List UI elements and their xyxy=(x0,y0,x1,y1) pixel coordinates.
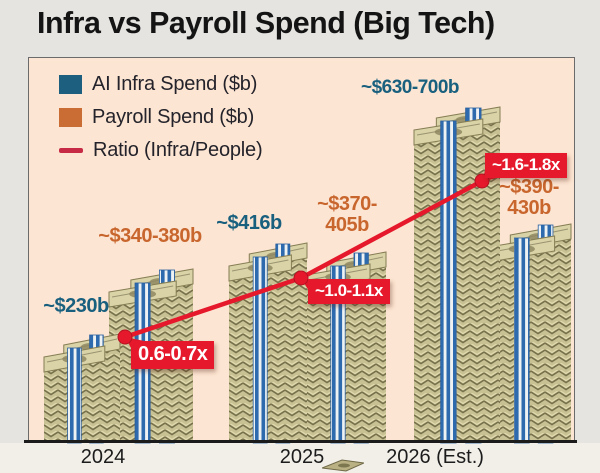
legend-item-ratio: Ratio (Infra/People) xyxy=(59,134,263,167)
page-title: Infra vs Payroll Spend (Big Tech) xyxy=(37,5,495,40)
x-axis-label-2025: 2025 xyxy=(279,446,325,468)
ratio-label-2024: 0.6-0.7x xyxy=(131,341,215,369)
legend: AI Infra Spend ($b) Payroll Spend ($b) R… xyxy=(59,68,263,167)
legend-item-infra: AI Infra Spend ($b) xyxy=(59,68,262,101)
legend-label: AI Infra Spend ($b) xyxy=(92,73,258,95)
ratio-dash-icon xyxy=(59,148,83,153)
ratio-label-2025: ~1.0-1.1x xyxy=(308,279,390,304)
legend-item-payroll: Payroll Spend ($b) xyxy=(59,101,262,134)
x-axis-label-2026: 2026 (Est.) xyxy=(386,446,484,468)
legend-label: Ratio (Infra/People) xyxy=(93,139,263,161)
infra-swatch-icon xyxy=(59,75,82,94)
falling-banknote-icon xyxy=(322,459,364,472)
infra-money-stack-2024 xyxy=(43,333,121,444)
payroll-swatch-icon xyxy=(59,108,82,127)
legend-label: Payroll Spend ($b) xyxy=(92,106,255,128)
payroll-money-stack-2026 xyxy=(488,223,572,444)
x-axis-line xyxy=(24,440,577,443)
x-axis-label-2024: 2024 xyxy=(80,446,126,468)
infra-money-stack-2025 xyxy=(228,242,308,444)
payroll-money-stack-2025 xyxy=(305,251,387,444)
chart-area: AI Infra Spend ($b) Payroll Spend ($b) R… xyxy=(28,57,575,444)
bottom-strip xyxy=(0,443,600,473)
ratio-label-2026: ~1.6-1.8x xyxy=(485,153,567,178)
